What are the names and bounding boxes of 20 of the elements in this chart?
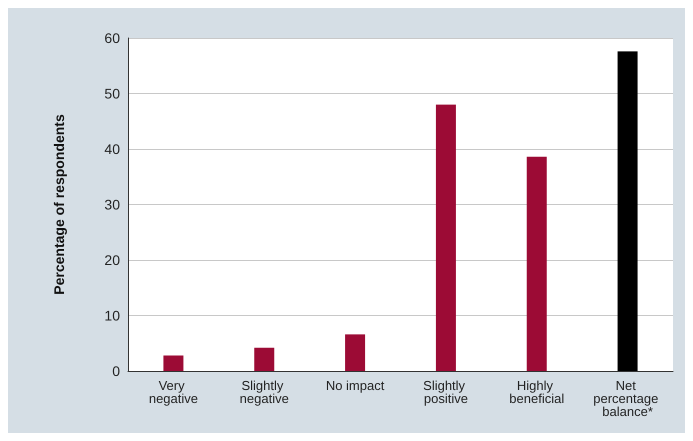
x-tick-label: Slightly positive — [423, 378, 469, 406]
bar — [618, 51, 638, 371]
bar — [345, 334, 366, 371]
bar — [254, 348, 274, 371]
y-tick-label: 0 — [112, 363, 120, 379]
x-tick-label: Slightly negative — [240, 378, 289, 406]
y-axis-title: Percentage of respondents — [51, 114, 67, 295]
y-tick-label: 60 — [104, 30, 120, 46]
x-tick-label: No impact — [326, 378, 385, 393]
bar — [436, 104, 456, 371]
bar — [526, 156, 547, 371]
x-tick-label: Net percentage balance* — [593, 378, 662, 419]
y-tick-label: 40 — [104, 141, 120, 157]
bar — [163, 355, 184, 371]
y-tick-label: 50 — [104, 86, 120, 102]
y-tick-label: 10 — [104, 308, 120, 324]
y-tick-label: 30 — [104, 196, 120, 212]
x-tick-label: Very negative — [148, 378, 198, 406]
x-tick-label: Highly beneficial — [509, 378, 564, 406]
y-tick-label: 20 — [104, 252, 120, 268]
